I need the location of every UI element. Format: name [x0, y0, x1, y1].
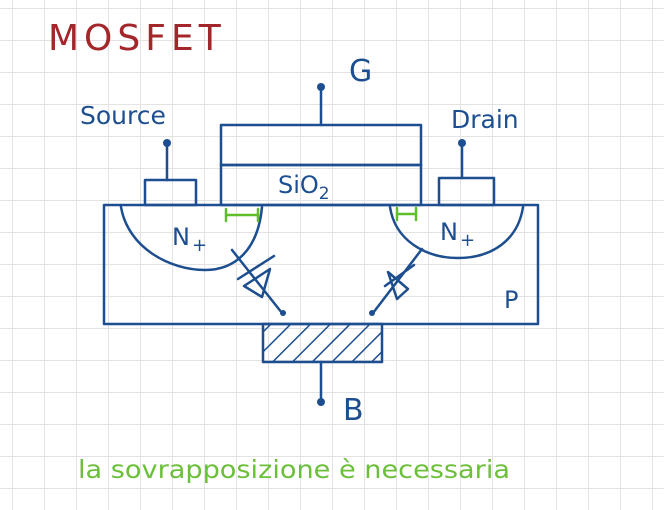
- gate-label: G: [349, 54, 372, 89]
- gate-terminal-dot: [317, 83, 325, 91]
- source-label: Source: [80, 101, 166, 130]
- oxide-label: SiO2: [278, 171, 330, 204]
- substrate-label: P: [504, 286, 518, 314]
- n-left-main: N: [172, 223, 190, 251]
- n-plus-right-label: N +: [440, 218, 475, 251]
- oxide-layer: [219, 163, 423, 207]
- drain-label: Drain: [451, 105, 519, 134]
- diagram-title: MOSFET: [48, 18, 226, 59]
- oxide-label-sub: 2: [319, 184, 330, 204]
- oxide-label-main: SiO: [278, 171, 319, 199]
- diode-left-dot: [280, 310, 286, 316]
- source-contact: [143, 178, 198, 207]
- overlap-marker-left: [224, 207, 260, 223]
- drain-terminal-dot: [458, 139, 466, 147]
- n-right-main: N: [440, 218, 458, 246]
- drain-contact: [437, 176, 496, 207]
- p-substrate: [102, 203, 540, 326]
- source-terminal-dot: [163, 139, 171, 147]
- overlap-note: la sovrapposizione è necessaria: [78, 455, 510, 484]
- n-left-sign: +: [192, 235, 207, 256]
- body-label: B: [343, 393, 364, 428]
- diode-left: [230, 248, 284, 315]
- n-well-left: [119, 205, 264, 272]
- body-terminal-dot: [317, 398, 325, 406]
- gate-electrode: [219, 123, 423, 167]
- n-right-sign: +: [460, 230, 475, 251]
- body-contact: [261, 322, 384, 364]
- diode-right-dot: [369, 310, 375, 316]
- overlap-marker-right: [395, 206, 418, 222]
- n-plus-left-label: N +: [172, 223, 207, 256]
- n-well-right: [388, 205, 525, 260]
- diode-right: [371, 247, 424, 315]
